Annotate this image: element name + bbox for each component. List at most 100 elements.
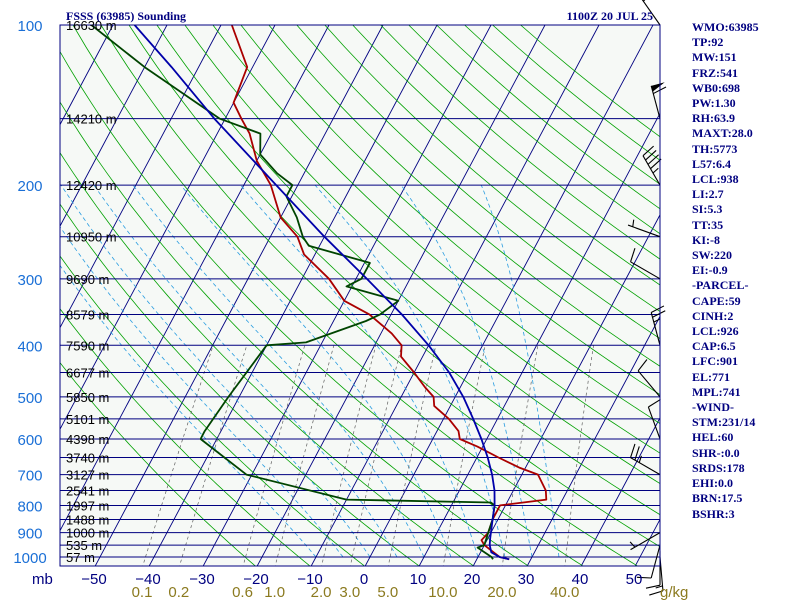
temperature-tick-label: 30	[518, 571, 535, 588]
mixing-ratio-line	[321, 345, 377, 566]
mixing-ratio-line	[501, 345, 539, 566]
mixing-ratio-tick-label: 0.6	[232, 584, 253, 600]
dry-adiabat-line	[60, 101, 529, 566]
height-label: 4398 m	[66, 432, 109, 447]
pressure-tick-label: 200	[17, 178, 42, 195]
height-label: 12420 m	[66, 178, 117, 193]
wind-barb	[630, 443, 661, 476]
plot-border	[59, 24, 661, 567]
sounding-index: PW:1.30	[692, 96, 736, 111]
sounding-index: MPL:741	[692, 384, 741, 399]
height-label: 10950 m	[66, 230, 117, 245]
height-label: 1997 m	[66, 498, 109, 513]
wind-barb	[636, 545, 661, 579]
dry-adiabat-line	[352, 25, 660, 286]
temperature-tick-label: −20	[243, 571, 268, 588]
sounding-index: CINH:2	[692, 308, 734, 323]
sounding-profiles	[90, 25, 548, 561]
height-label: 5850 m	[66, 390, 109, 405]
mixing-ratio-line	[564, 345, 594, 566]
height-label: 9690 m	[66, 272, 109, 287]
height-label: 5101 m	[66, 412, 109, 427]
diagram-grid	[60, 25, 660, 566]
wind-barb	[630, 248, 661, 280]
mixing-ratio-tick-label: 20.0	[487, 584, 516, 600]
mixing-ratio-line	[274, 345, 335, 566]
sounding-index: EHI:0.0	[692, 476, 734, 491]
wind-barb	[647, 398, 661, 440]
temperature-tick-label: 20	[464, 571, 481, 588]
temperature-tick-label: −50	[81, 571, 106, 588]
mixing-ratio-line	[179, 345, 248, 566]
temperature-tick-label: 40	[572, 571, 589, 588]
height-label: 1488 m	[66, 512, 109, 527]
pressure-tick-label: 900	[17, 526, 42, 543]
mixing-ratio-unit-label: g/kg	[660, 584, 688, 600]
height-label: 3740 m	[66, 450, 109, 465]
dry-adiabat-line	[156, 25, 660, 485]
isotherm-line	[364, 25, 654, 566]
pressure-tick-label: 400	[17, 338, 42, 355]
dry-adiabat-line	[60, 203, 420, 566]
dry-adiabat-line	[296, 25, 660, 340]
sounding-indices-panel: WMO:63985 TP:92 MW:151 FRZ:541 WB0:698 PW:1.3…	[692, 20, 798, 522]
mixing-ratio-line	[242, 345, 306, 566]
mixing-ratio-tick-label: 3.0	[339, 584, 360, 600]
sounding-index: TP:92	[692, 35, 724, 50]
height-label: 7590 m	[66, 338, 109, 353]
sounding-index: EI:-0.9	[692, 263, 728, 278]
isotherm-line	[60, 25, 330, 532]
sounding-index: SHR-:0.0	[692, 445, 740, 460]
dry-adiabat-line	[184, 25, 660, 454]
height-label: 535 m	[66, 538, 102, 553]
moist-adiabat-line	[132, 184, 425, 558]
dry-adiabat-line	[380, 25, 660, 260]
dry-adiabat-line	[212, 25, 660, 424]
sounding-index: RH:63.9	[692, 111, 735, 126]
sounding-index: LCL:926	[692, 324, 739, 339]
sounding-index: SRDS:178	[692, 460, 745, 475]
temperature-tick-label: −40	[135, 571, 160, 588]
mixing-ratio-tick-label: 0.1	[132, 584, 153, 600]
dry-adiabat-line	[268, 25, 660, 367]
sounding-index: WB0:698	[692, 80, 740, 95]
sounding-index: STM:231/14	[692, 415, 756, 430]
height-label: 8579 m	[66, 307, 109, 322]
sounding-index: SI:5.3	[692, 202, 723, 217]
dry-adiabat-line	[60, 361, 256, 566]
height-label: 6677 m	[66, 366, 109, 381]
sounding-index: KI:-8	[692, 232, 720, 247]
dry-adiabat-line	[324, 25, 660, 313]
wind-barb	[627, 219, 661, 238]
height-label: 14210 m	[66, 112, 117, 127]
wind-barb	[637, 359, 661, 398]
wind-barb	[641, 0, 661, 26]
dry-adiabat-line	[72, 25, 639, 566]
sounding-index: -PARCEL-	[692, 278, 749, 293]
pressure-tick-label: 100	[17, 18, 42, 35]
height-label: 3127 m	[66, 468, 109, 483]
sounding-index: SW:220	[692, 248, 733, 263]
isotherm-line	[526, 315, 660, 566]
sounding-index: CAPE:59	[692, 293, 741, 308]
isotherm-line	[60, 25, 222, 329]
mixing-ratio-line	[442, 345, 486, 566]
mixing-ratio-tick-label: 1.0	[264, 584, 285, 600]
dry-adiabat-line	[60, 50, 584, 566]
temperature-tick-label: −10	[297, 571, 322, 588]
sounding-index: BRN:17.5	[692, 491, 743, 506]
height-label: 16630 m	[66, 18, 117, 33]
temperature-tick-label: 50	[626, 571, 643, 588]
sounding-index: BSHR:3	[692, 506, 735, 521]
pressure-tick-label: 800	[17, 498, 42, 515]
dry-adiabat-line	[60, 308, 311, 566]
parcel-profile-line	[133, 25, 510, 561]
temperature-profile-line	[230, 25, 548, 561]
mixing-ratio-tick-label: 40.0	[550, 584, 579, 600]
moist-adiabat-line	[180, 184, 452, 558]
wind-barb	[650, 305, 666, 346]
mixing-ratio-tick-label: 10.0	[428, 584, 457, 600]
pressure-tick-label: 600	[17, 432, 42, 449]
